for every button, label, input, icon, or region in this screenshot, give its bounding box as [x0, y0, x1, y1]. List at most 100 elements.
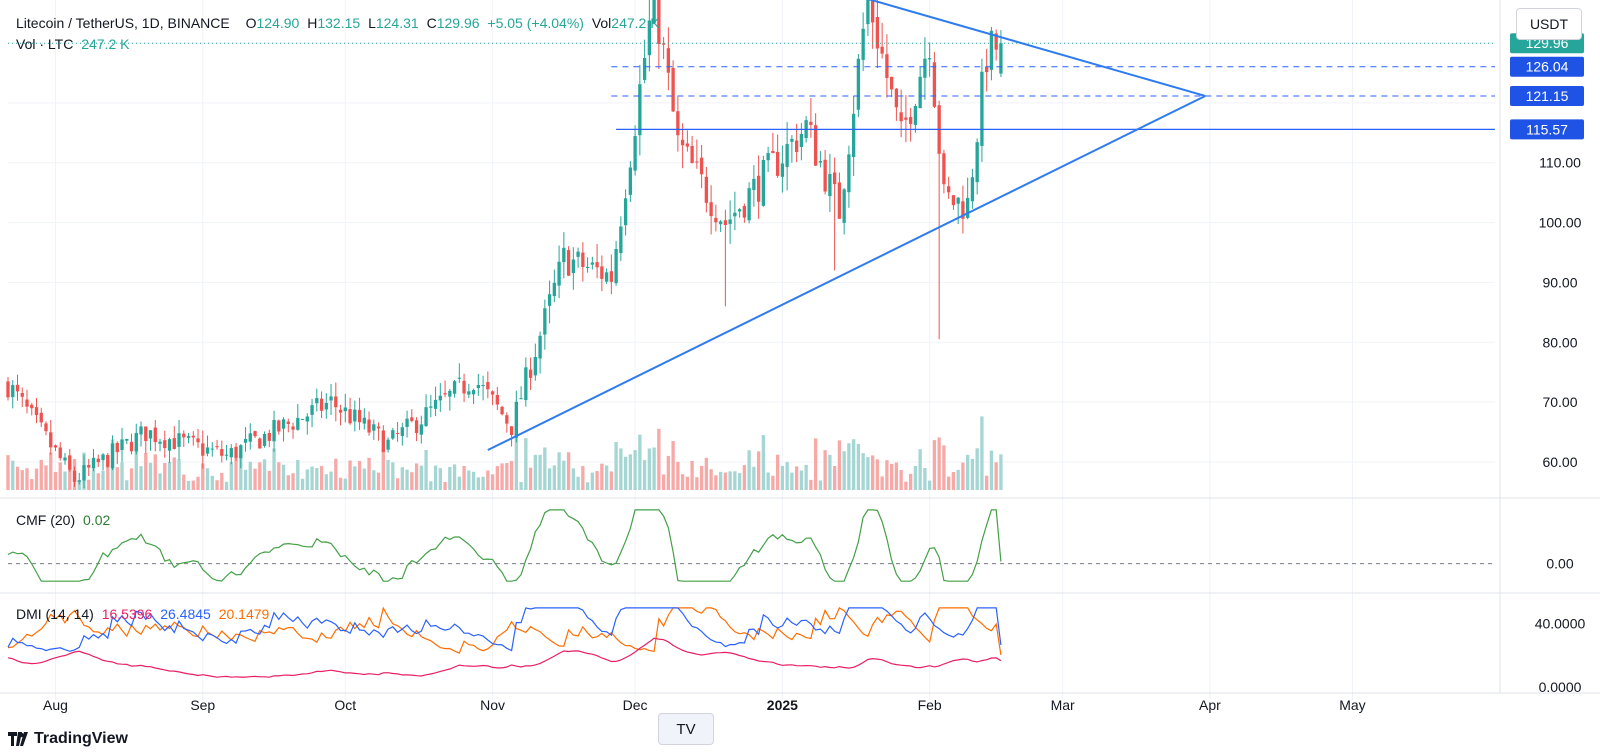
volume-bar	[505, 463, 509, 490]
candle-body	[600, 266, 604, 279]
candle-body	[794, 140, 799, 153]
volume-bar	[904, 481, 908, 490]
volume-bar	[177, 459, 181, 490]
candle-body	[87, 465, 91, 468]
time-tick-label: Feb	[918, 697, 942, 713]
candle-body	[310, 405, 314, 415]
candle-body	[747, 188, 751, 221]
candle-body	[153, 427, 157, 443]
candle-body	[543, 308, 547, 335]
candle-body	[6, 381, 10, 398]
dmi-minus-line	[7, 606, 1002, 656]
volume-bar	[144, 453, 148, 490]
candle-body	[120, 439, 124, 450]
dmi-tick-label: 0.0000	[1539, 679, 1582, 695]
volume-bar	[376, 472, 381, 490]
candle-body	[813, 125, 818, 166]
candle-body	[329, 396, 333, 401]
volume-bar	[923, 468, 927, 490]
dmi-plus-line	[7, 607, 1002, 652]
volume-bar	[685, 476, 690, 490]
currency-button[interactable]: USDT	[1516, 8, 1582, 40]
volume-legend-value: 247.2 K	[81, 36, 130, 52]
high-label: H	[307, 15, 318, 31]
candle-body	[638, 84, 642, 136]
volume-bar	[205, 468, 210, 490]
candle-body	[481, 384, 485, 386]
volume-bar	[267, 470, 271, 490]
candle-body	[115, 442, 119, 453]
triangle-trendlines[interactable]	[487, 0, 1206, 451]
candlestick-series	[6, 0, 1003, 489]
candle-body	[766, 153, 770, 161]
volume-bar	[823, 450, 827, 490]
candle-body	[742, 206, 747, 218]
candle-body	[999, 43, 1003, 74]
candle-body	[918, 76, 922, 109]
dmi-legend[interactable]: DMI (14, 14) 16.5396 26.4845 20.1479	[16, 606, 273, 622]
price-axis[interactable]: 60.0070.0080.0090.00100.00110.00130.0014…	[1510, 0, 1586, 695]
volume-bar	[985, 475, 989, 490]
candle-body	[619, 226, 623, 254]
horizontal-levels[interactable]	[8, 0, 1495, 130]
volume-bar	[666, 455, 671, 490]
time-tick-label: Mar	[1051, 697, 1075, 713]
price-tick-label: 110.00	[1539, 155, 1581, 171]
candle-body	[718, 221, 723, 225]
candle-body	[58, 447, 62, 459]
trendline[interactable]	[487, 95, 1206, 451]
price-level-badge[interactable]	[1510, 85, 1584, 106]
volume-bar	[737, 473, 742, 490]
candle-body	[210, 448, 214, 450]
price-level-badge[interactable]	[1510, 119, 1584, 140]
candle-body	[538, 335, 542, 359]
candle-body	[348, 409, 352, 424]
volume-bar	[34, 468, 39, 490]
candle-body	[125, 438, 129, 441]
candle-body	[737, 209, 742, 212]
volume-bar	[851, 439, 856, 490]
volume-bar	[433, 465, 438, 490]
cmf-legend[interactable]: CMF (20) 0.02	[16, 512, 114, 528]
tradingview-logo[interactable]: TradingView	[8, 730, 128, 748]
volume-bar	[348, 460, 352, 490]
candle-body	[91, 457, 96, 469]
volume-bar	[870, 455, 875, 490]
volume-bar	[619, 448, 623, 490]
candle-body	[657, 0, 661, 44]
volume-bar	[115, 467, 119, 490]
candle-body	[239, 445, 243, 459]
time-axis[interactable]: Aug Sep Oct Nov Dec 2025 Feb Mar Apr May	[43, 697, 1366, 713]
candle-body	[733, 212, 737, 217]
candle-body	[728, 219, 732, 224]
candle-body	[177, 433, 181, 447]
volume-bar	[965, 454, 970, 490]
candle-body	[932, 62, 937, 107]
open-label: O	[245, 15, 257, 31]
candle-body	[386, 439, 390, 450]
volume-bar	[224, 481, 229, 490]
candle-body	[885, 54, 889, 79]
candle-body	[576, 251, 580, 257]
candle-body	[870, 0, 875, 23]
candle-body	[756, 175, 761, 202]
volume-bar	[970, 458, 975, 490]
volume-bar	[695, 477, 699, 490]
tv-tooltip[interactable]: TV	[658, 713, 714, 745]
candle-body	[714, 217, 718, 223]
volume-legend[interactable]: Vol · LTC 247.2 K	[16, 36, 133, 52]
candle-body	[291, 426, 295, 430]
candle-body	[357, 409, 362, 423]
symbol-legend[interactable]: Litecoin / TetherUS, 1D, BINANCE O124.90…	[16, 15, 664, 31]
trendline[interactable]	[626, 0, 1206, 97]
volume-bar	[628, 454, 633, 490]
volume-bar	[576, 476, 580, 490]
volume-bar	[623, 456, 628, 490]
volume-bar	[699, 465, 704, 490]
candle-body	[448, 390, 452, 397]
candle-body	[196, 438, 200, 443]
volume-bar	[927, 480, 932, 490]
price-level-badge[interactable]	[1510, 56, 1584, 77]
candle-body	[581, 252, 585, 268]
